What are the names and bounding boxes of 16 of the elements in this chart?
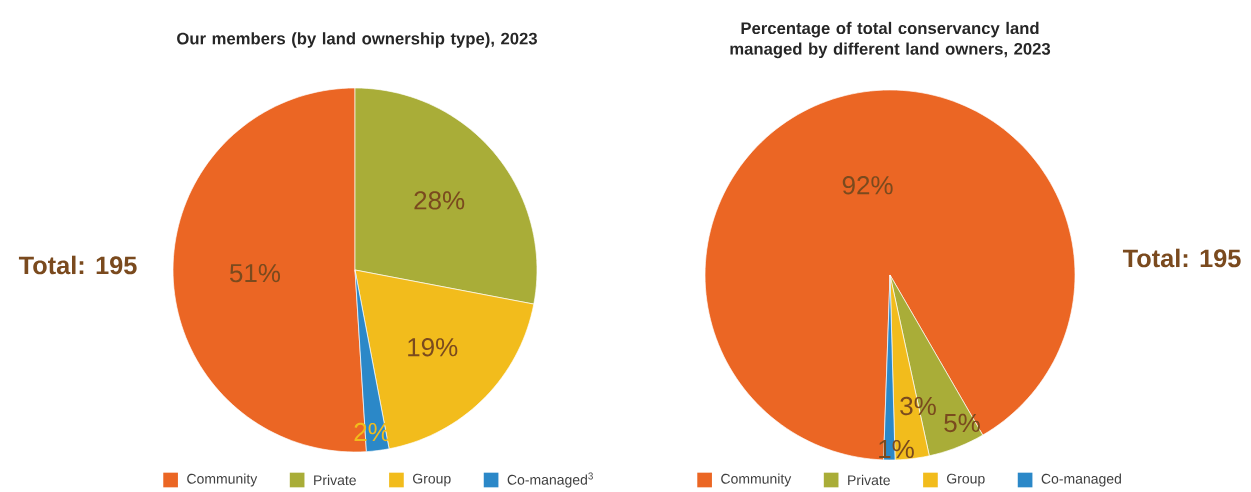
legend-label: Group [413,473,451,487]
legend-label: Co-managed [1041,473,1121,487]
text: Total: 195 [1122,248,1241,268]
legend-label: Private [314,474,356,486]
data-label: 19% [408,338,458,357]
data-label: 51% [229,264,281,283]
legend-label: Co-managed$^{3}$ [507,472,593,488]
data-label: 92% [842,176,893,195]
legend-label: Community [721,473,792,487]
text: Total: 195 [18,255,137,275]
data-label: 28% [414,191,465,210]
chart-title: Our members (by land ownership type), 2023 [177,32,537,48]
legend-label: Community [187,473,258,487]
legend-label: Private [848,474,890,486]
legend-label: Group [947,473,985,487]
chart-title: Percentage of total conservancy land managed by different land owners, 2023 [730,21,1051,59]
